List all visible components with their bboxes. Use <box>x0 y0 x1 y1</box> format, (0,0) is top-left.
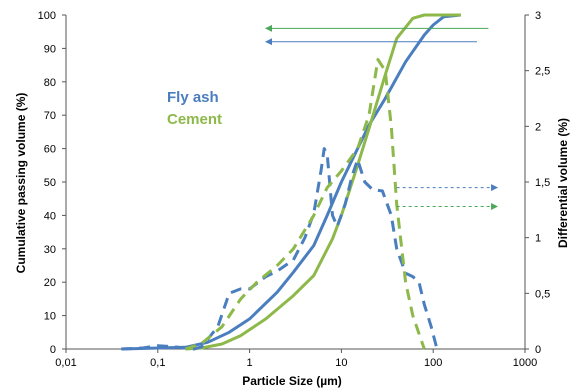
y2-tick-label: 0 <box>535 344 541 356</box>
y-tick-label: 30 <box>44 244 56 256</box>
y2-tick-label: 2,5 <box>535 66 550 78</box>
x-tick-label: 0,01 <box>55 357 76 369</box>
legend-label-cement: Cement <box>167 111 222 128</box>
y-tick-label: 10 <box>44 311 56 323</box>
y2-tick-label: 1,5 <box>535 177 550 189</box>
series-cement-differential-line <box>184 58 426 351</box>
y2-tick-label: 2 <box>535 121 541 133</box>
y-tick-label: 60 <box>44 144 56 156</box>
x-tick-label: 1 <box>247 357 253 369</box>
legend-label-fly-ash: Fly ash <box>167 89 219 106</box>
plot-area: 0,01 0,1 1 10 100 100001020304050607080901000… <box>38 10 551 369</box>
x-tick-label: 100 <box>424 357 442 369</box>
y-tick-label: 80 <box>44 77 56 89</box>
series-fly-ash-differential-line <box>121 147 439 351</box>
y-tick-label: 0 <box>50 344 56 356</box>
y-tick-label: 40 <box>44 210 56 222</box>
y-tick-label: 100 <box>38 10 56 22</box>
y-tick-label: 50 <box>44 177 56 189</box>
y2-axis-title: Differential volume (%) <box>556 118 570 248</box>
y-tick-label: 90 <box>44 43 56 55</box>
y2-tick-label: 0,5 <box>535 288 550 300</box>
x-tick-label: 1000 <box>513 357 537 369</box>
y-tick-label: 70 <box>44 110 56 122</box>
x-tick-label: 0,1 <box>150 357 165 369</box>
y-tick-label: 20 <box>44 277 56 289</box>
x-axis-title: Particle Size (µm) <box>242 374 342 388</box>
y-axis-title: Cumulative passing volume (%) <box>14 93 28 274</box>
y2-tick-label: 3 <box>535 10 541 22</box>
series-fly-ash-cumulative-line <box>121 13 461 351</box>
y2-tick-label: 1 <box>535 233 541 245</box>
x-tick-label: 10 <box>335 357 347 369</box>
